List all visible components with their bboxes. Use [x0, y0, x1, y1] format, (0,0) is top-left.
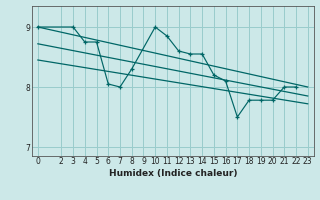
X-axis label: Humidex (Indice chaleur): Humidex (Indice chaleur) [108, 169, 237, 178]
